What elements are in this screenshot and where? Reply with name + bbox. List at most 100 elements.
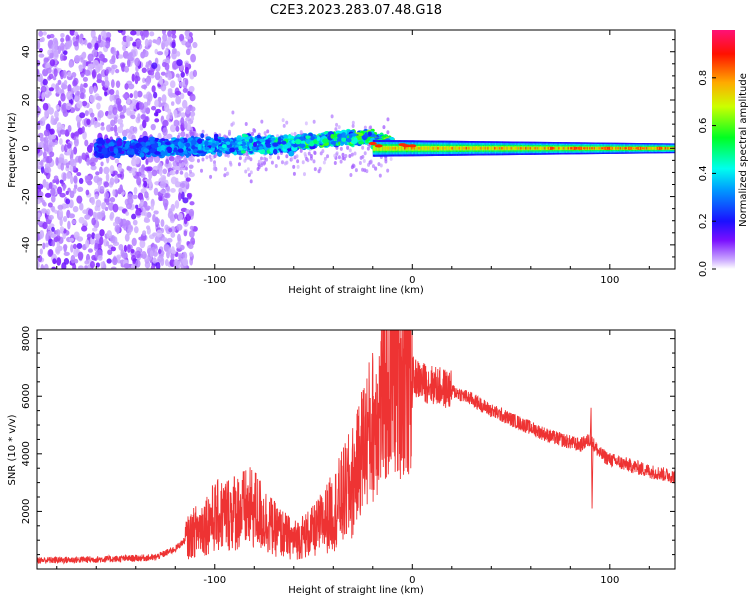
spectrogram-cell [126,107,131,116]
spectrogram-cell [131,167,138,172]
spectrogram-cell [323,156,327,161]
spectrogram-cell [301,160,305,165]
spectrogram-cell [183,230,188,237]
spectrogram-cell [138,236,145,241]
spectrogram-cell [135,40,141,48]
spectrogram-cell [223,173,227,178]
spectrogram-cell [110,246,117,252]
spectrogram-cell [56,122,62,131]
spectrogram-cell [169,124,177,133]
spectrogram-cell [43,129,50,137]
spectrogram-cell [162,127,168,136]
spectrogram-cell [85,175,92,184]
spectrogram-cell [146,211,152,218]
spectrogram-cell [166,172,171,177]
spectrogram-cell [249,179,253,184]
spectrogram-cell [61,262,67,269]
spectrogram-cell [160,257,165,267]
spectrogram-cell [167,149,172,154]
spectrogram-cell [103,32,107,39]
spectrogram-cell [192,69,198,78]
spectrogram-cell [179,166,183,171]
spectrogram-cell [90,157,96,162]
spectrogram-cell [197,144,202,150]
spectrogram-cell [306,158,310,163]
spectrogram-cell [143,180,148,188]
spectrogram-cell [190,116,195,121]
spectrogram-cell [299,148,303,153]
spectrogram-cell [41,91,45,100]
spectrogram-cell [62,184,67,189]
spectrogram-cell [59,129,66,135]
spectrogram-cell [187,193,192,200]
spectrogram-cell [99,229,105,237]
spectrogram-cell [131,171,136,177]
spectrogram-cell [389,157,393,162]
spectrogram-cell [86,157,90,166]
spectrogram-cell [175,73,180,78]
spectrogram-cell [114,175,119,185]
spectrogram-cell [148,171,153,180]
spectrogram-cell [42,78,48,86]
spectrogram-cell [51,266,57,269]
spectrogram-cell [142,50,149,58]
spectrogram-cell [97,254,103,261]
spectrogram-cell [231,110,235,115]
spectrogram-cell [179,182,186,189]
spectrogram-cell [160,219,165,228]
spectrogram-cell [37,233,40,242]
spectrogram-cell [116,225,120,235]
spectrogram-cell [114,132,119,137]
spectrogram-cell [87,208,94,217]
spectrogram-cell [191,139,197,146]
spectrogram-cell [189,251,194,257]
spectrogram-cell [247,172,251,177]
spectrogram-cell [384,159,388,164]
spectrogram-cell [130,30,137,36]
spectrogram-cell [110,126,115,132]
spectrogram-cell [201,157,205,162]
spectrogram-cell [184,166,188,171]
spectrogram-cell [225,141,231,146]
spectrogram-cell [65,190,69,195]
spectrogram-cell [299,143,306,148]
spectrogram-cell [94,250,99,259]
spectrogram-cell [162,33,168,42]
spectrogram-cell [77,251,84,261]
spectrogram-cell [123,263,130,269]
spectrogram-cell [322,160,326,165]
spectrogram-cell [123,244,128,253]
spectrogram-cell [67,124,72,133]
spectrogram-cell [139,239,146,249]
spectrogram-cell [92,59,100,69]
spectrogram-cell [112,170,118,176]
spectrogram-cell [386,130,390,135]
spectrogram-cell [55,86,62,94]
spectrogram-cell [348,134,353,139]
spectrogram-cell [189,129,193,134]
spectrogram-cell [164,259,169,267]
spectrogram-cell [168,228,173,233]
spectrogram-cell [46,34,51,39]
spectrogram-cell [73,146,78,155]
spectrogram-cell [241,145,247,149]
spectrogram-cell [321,149,325,154]
spectrogram-cell [264,167,268,172]
spectrogram-cell [330,141,336,145]
spectrogram-cell [87,53,94,62]
spectrogram-cell [135,259,141,268]
spectrogram-cell [263,131,267,136]
spectrogram-cell [38,191,44,198]
spectrogram-cell [90,112,95,118]
spectrogram-cell [55,229,61,236]
spectrogram-cell [125,211,130,216]
spectrogram-cell [150,123,156,131]
spectrogram-cell [182,88,188,93]
spectrogram-cell [90,196,95,206]
spectrogram-cell [292,164,296,169]
spectrogram-cell [93,120,99,129]
spectrogram-cell [37,220,44,226]
spectrogram-cell [72,205,79,213]
spectrogram-cell [85,189,90,196]
spectrogram-cell [58,157,65,163]
